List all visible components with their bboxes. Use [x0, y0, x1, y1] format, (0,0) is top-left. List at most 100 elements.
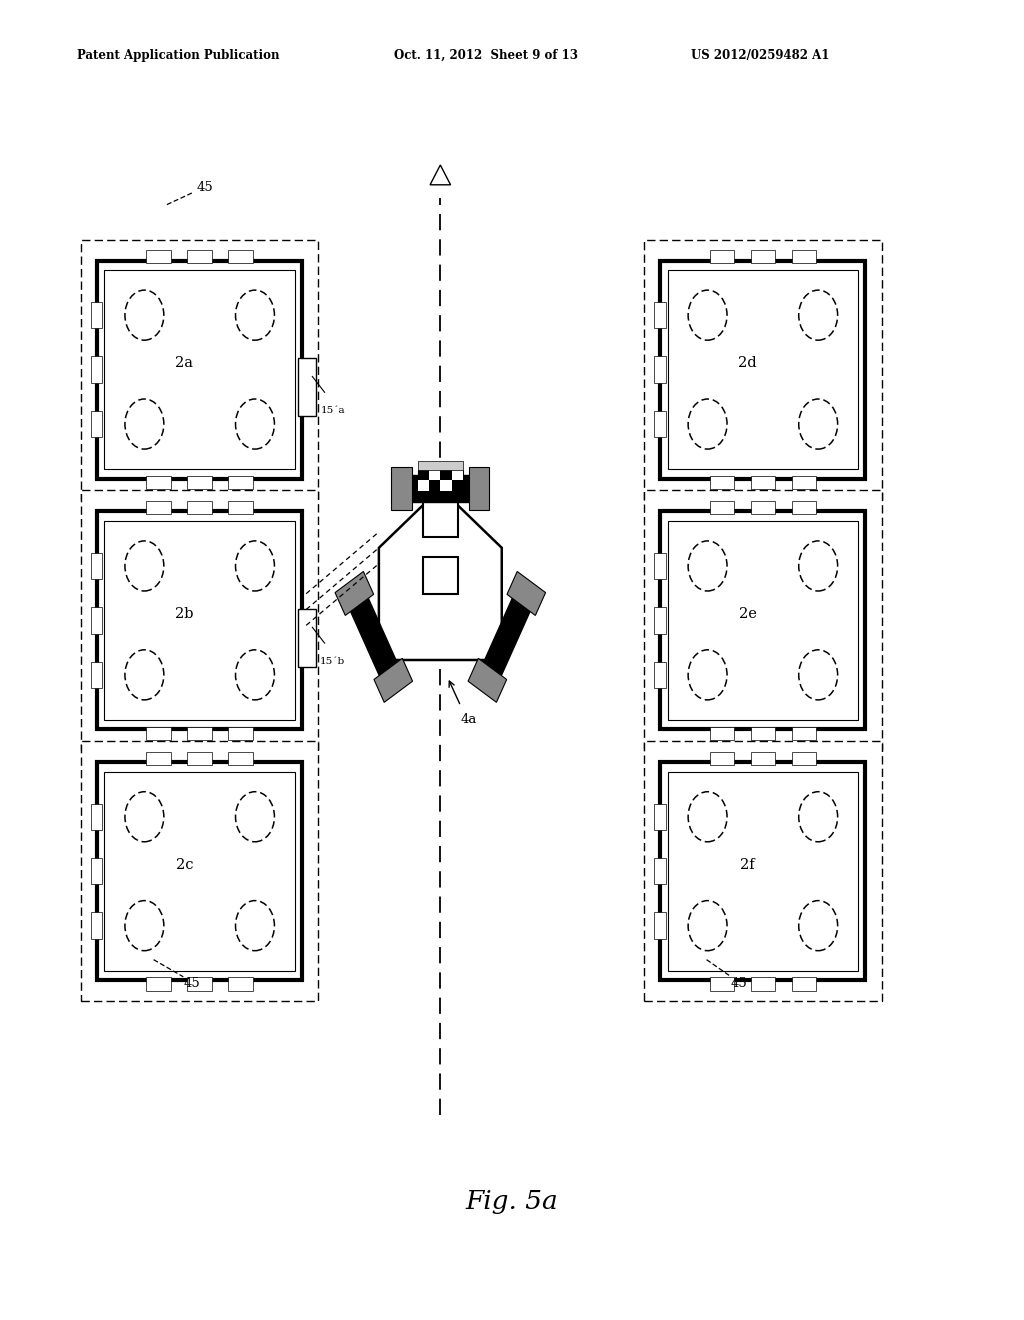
Bar — [104, 771, 295, 972]
Bar — [792, 977, 816, 990]
Bar — [792, 500, 816, 513]
Bar — [335, 572, 374, 615]
Bar — [468, 659, 507, 702]
Ellipse shape — [125, 900, 164, 950]
Bar — [710, 726, 734, 739]
Bar — [228, 751, 253, 764]
Text: 15´b: 15´b — [321, 657, 345, 667]
Text: 45: 45 — [731, 977, 748, 990]
Bar — [710, 249, 734, 263]
Bar — [91, 553, 102, 579]
Bar — [104, 271, 295, 470]
Bar — [710, 477, 734, 490]
Bar — [644, 240, 882, 500]
Ellipse shape — [125, 290, 164, 341]
Bar — [418, 480, 429, 491]
Text: US 2012/0259482 A1: US 2012/0259482 A1 — [691, 49, 829, 62]
Bar — [146, 500, 171, 513]
Ellipse shape — [799, 399, 838, 449]
Text: 2c: 2c — [175, 858, 194, 871]
Bar — [91, 607, 102, 634]
Bar — [660, 511, 865, 729]
Text: Oct. 11, 2012  Sheet 9 of 13: Oct. 11, 2012 Sheet 9 of 13 — [394, 49, 579, 62]
Text: 2f: 2f — [740, 858, 755, 871]
Bar — [91, 411, 102, 437]
Bar — [97, 261, 302, 479]
Bar — [298, 358, 316, 416]
Bar — [751, 726, 775, 739]
Polygon shape — [478, 587, 536, 686]
Bar — [644, 742, 882, 1001]
Ellipse shape — [799, 649, 838, 700]
Bar — [187, 477, 212, 490]
Bar — [146, 751, 171, 764]
Ellipse shape — [688, 290, 727, 341]
Bar — [654, 607, 666, 634]
Bar — [452, 470, 463, 480]
Bar — [710, 751, 734, 764]
Bar — [507, 572, 546, 615]
Polygon shape — [430, 165, 451, 185]
Bar — [104, 520, 295, 721]
Ellipse shape — [236, 649, 274, 700]
Bar — [423, 500, 458, 537]
Bar — [187, 726, 212, 739]
Ellipse shape — [125, 399, 164, 449]
Bar — [654, 411, 666, 437]
Bar — [751, 500, 775, 513]
Bar — [423, 557, 458, 594]
Bar — [81, 240, 318, 500]
Bar — [91, 302, 102, 329]
Bar — [644, 490, 882, 750]
Bar — [81, 742, 318, 1001]
Ellipse shape — [799, 792, 838, 842]
Bar — [654, 912, 666, 939]
Text: 45: 45 — [197, 181, 213, 194]
Bar — [187, 500, 212, 513]
Text: 2e: 2e — [738, 607, 757, 620]
Bar — [374, 659, 413, 702]
Bar — [91, 356, 102, 383]
Bar — [654, 302, 666, 329]
Bar — [146, 726, 171, 739]
Bar — [654, 804, 666, 830]
Bar — [146, 477, 171, 490]
Bar — [228, 726, 253, 739]
Ellipse shape — [688, 900, 727, 950]
Bar — [654, 553, 666, 579]
Bar — [418, 462, 463, 470]
Bar — [751, 977, 775, 990]
Bar — [654, 858, 666, 884]
Bar — [751, 249, 775, 263]
Bar — [660, 261, 865, 479]
Bar — [440, 480, 452, 491]
Bar — [418, 470, 463, 491]
Text: 45: 45 — [183, 977, 200, 990]
Bar — [228, 977, 253, 990]
Ellipse shape — [236, 792, 274, 842]
Bar — [429, 470, 440, 480]
Bar — [792, 249, 816, 263]
Ellipse shape — [688, 792, 727, 842]
Text: Patent Application Publication: Patent Application Publication — [77, 49, 280, 62]
Bar — [710, 977, 734, 990]
Text: 2d: 2d — [738, 356, 757, 370]
Ellipse shape — [799, 900, 838, 950]
Ellipse shape — [236, 541, 274, 591]
Bar — [228, 477, 253, 490]
Bar — [792, 751, 816, 764]
Ellipse shape — [688, 541, 727, 591]
Bar — [91, 912, 102, 939]
Bar — [97, 762, 302, 979]
Bar — [146, 977, 171, 990]
Ellipse shape — [688, 649, 727, 700]
Text: 2a: 2a — [175, 356, 194, 370]
Bar — [668, 771, 858, 972]
Polygon shape — [379, 488, 502, 660]
Bar — [751, 751, 775, 764]
Bar — [97, 511, 302, 729]
Bar — [710, 500, 734, 513]
Ellipse shape — [799, 290, 838, 341]
Bar — [91, 804, 102, 830]
Text: Fig. 5a: Fig. 5a — [466, 1189, 558, 1213]
